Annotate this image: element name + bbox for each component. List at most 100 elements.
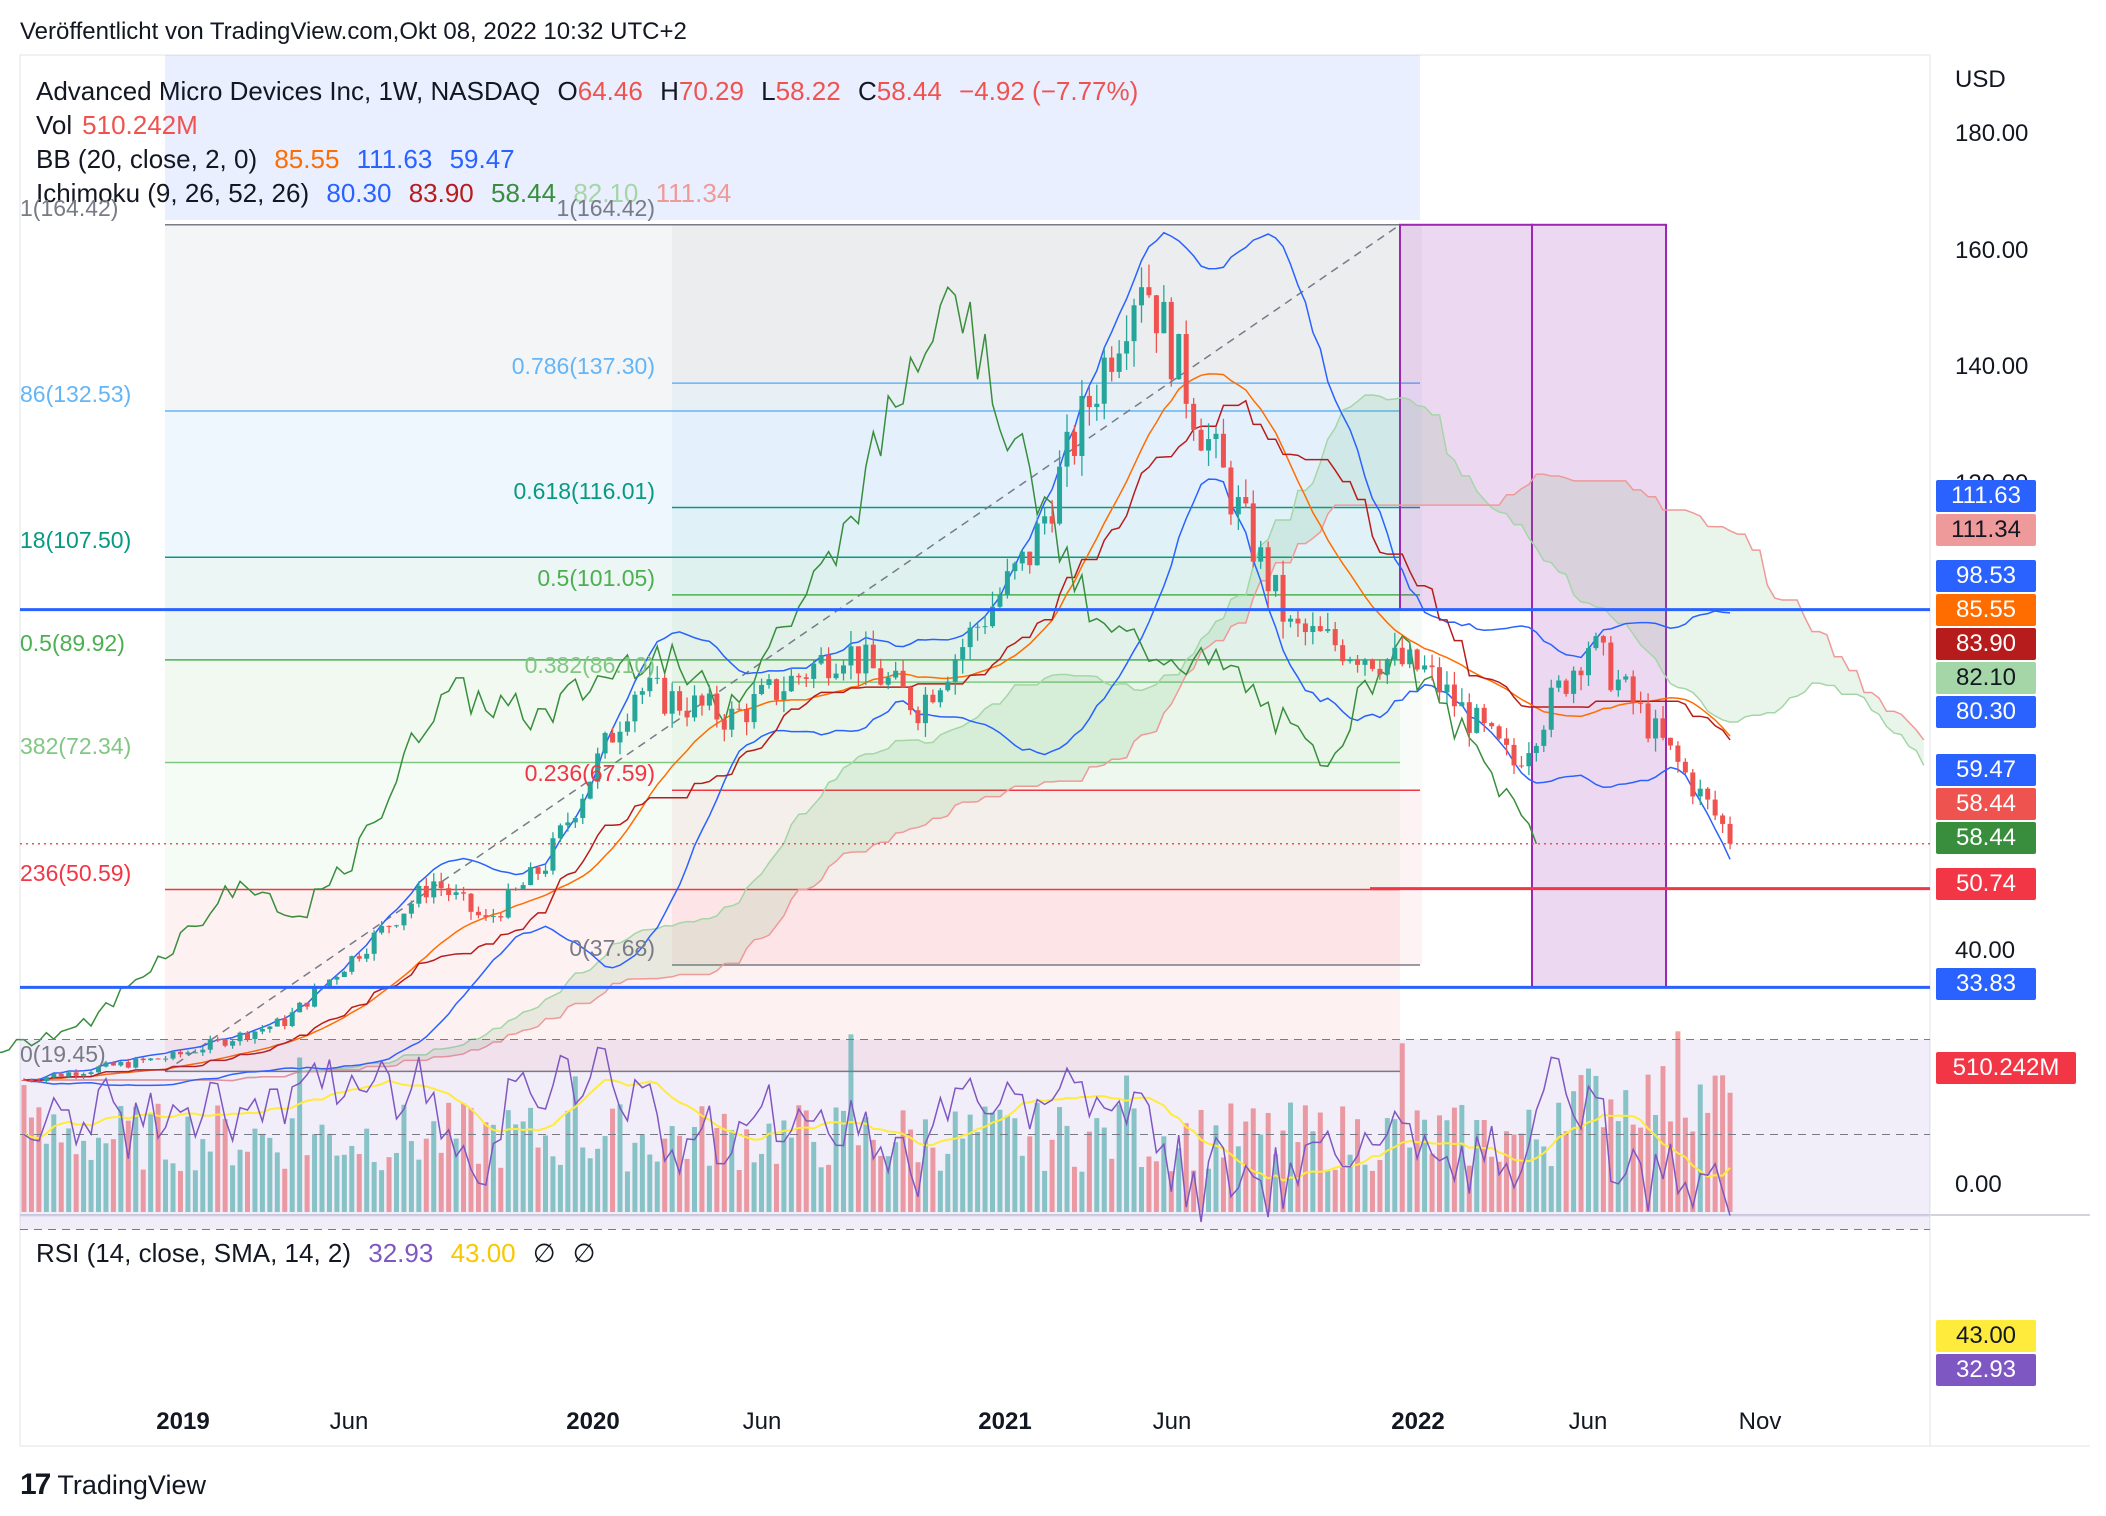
fib-trend-line	[164, 224, 1401, 1073]
candle-body	[788, 675, 794, 692]
fib-right-label: 1(164.42)	[556, 194, 655, 221]
candle-body	[1004, 571, 1010, 595]
legend-ichimoku-row[interactable]: Ichimoku (9, 26, 52, 26) 80.30 83.90 58.…	[36, 178, 741, 209]
volume-bar	[639, 1134, 645, 1212]
volume-bar	[528, 1107, 534, 1212]
candle-body	[937, 690, 943, 703]
candle-body	[1034, 523, 1040, 566]
legend-rsi-row[interactable]: RSI (14, close, SMA, 14, 2) 32.93 43.00 …	[36, 1238, 605, 1269]
candle-body	[110, 1062, 116, 1066]
volume-bar	[952, 1111, 958, 1212]
candle-body	[1407, 649, 1413, 665]
volume-bar	[632, 1142, 638, 1212]
candle-body	[1213, 433, 1219, 440]
candle-body	[1168, 301, 1174, 380]
volume-bar	[96, 1137, 101, 1212]
volume-bar	[818, 1167, 824, 1212]
fib-left-label: 86(132.53)	[20, 381, 132, 408]
candle-body	[803, 677, 809, 679]
candle-body	[1079, 395, 1085, 456]
candle-body	[1459, 702, 1465, 707]
fib-right-band-5	[672, 790, 1422, 965]
candle-body	[453, 892, 459, 895]
bb-basis: 85.55	[274, 144, 340, 174]
change-value: −4.92 (−7.77%)	[959, 76, 1139, 106]
candle-body	[326, 979, 332, 987]
candle-body	[1645, 703, 1651, 739]
candle-body	[617, 731, 623, 743]
candle-body	[1392, 647, 1398, 660]
candle-body	[36, 1080, 42, 1082]
candle-body	[1288, 618, 1293, 622]
candle-body	[468, 893, 474, 912]
low-label: L58.22	[761, 76, 841, 106]
volume-bar	[326, 1133, 332, 1212]
volume-bar	[662, 1138, 668, 1212]
volume-bar	[982, 1106, 988, 1212]
volume-bar	[1444, 1120, 1450, 1212]
volume-bar	[118, 1105, 124, 1212]
candle-body	[818, 654, 824, 664]
volume-bar	[617, 1104, 623, 1212]
volume-bar	[796, 1105, 802, 1212]
price-tick-label: 140.00	[1955, 353, 2029, 381]
time-tick-label: 2020	[566, 1408, 620, 1435]
candle-body	[498, 916, 504, 918]
candle-body	[349, 956, 355, 972]
candle-body	[1250, 503, 1256, 562]
volume-bar	[602, 1136, 608, 1212]
tradingview-brand[interactable]: 17 TradingView	[20, 1468, 206, 1502]
symbol-name: Advanced Micro Devices Inc, 1W, NASDAQ	[36, 76, 541, 106]
bb-lower: 59.47	[449, 144, 515, 174]
candle-body	[1667, 737, 1673, 746]
volume-bar	[1667, 1121, 1673, 1212]
candle-body	[416, 885, 422, 904]
price-axis-tag: 32.93	[1936, 1354, 2036, 1386]
candle-body	[1153, 295, 1159, 334]
volume-bar	[36, 1107, 42, 1212]
volume-bar	[1004, 1115, 1010, 1212]
candle-body	[1302, 623, 1308, 633]
volume-bar	[394, 1152, 399, 1212]
high-label: H70.29	[660, 76, 744, 106]
volume-bar	[1228, 1103, 1234, 1212]
price-axis-tag: 33.83	[1936, 968, 2036, 1000]
volume-bar	[1317, 1112, 1323, 1212]
volume-bar	[140, 1169, 146, 1212]
volume-bar	[1012, 1118, 1018, 1212]
candle-body	[855, 646, 861, 674]
close-label: C58.44	[857, 76, 942, 106]
legend-bb-row[interactable]: BB (20, close, 2, 0) 85.55 111.63 59.47	[36, 144, 525, 175]
volume-bar	[1384, 1118, 1390, 1212]
volume-bar	[1027, 1136, 1033, 1212]
candle-body	[781, 691, 787, 700]
volume-bar	[1332, 1169, 1338, 1212]
candle-body	[967, 627, 973, 648]
volume-bar	[73, 1154, 79, 1212]
candle-body	[356, 956, 362, 959]
ichimoku-conversion: 80.30	[326, 178, 392, 208]
volume-bar	[446, 1102, 452, 1212]
candle-body	[1183, 334, 1189, 404]
volume-bar	[1586, 1068, 1591, 1212]
volume-bar	[1206, 1168, 1212, 1212]
volume-bar	[870, 1139, 876, 1212]
candle-body	[334, 977, 340, 980]
volume-bar	[1139, 1167, 1144, 1212]
candle-body	[1019, 551, 1025, 564]
candle-body	[1377, 668, 1383, 675]
volume-bar	[416, 1159, 422, 1212]
volume-bar	[930, 1147, 936, 1212]
candle-body	[826, 654, 832, 679]
volume-bar	[200, 1139, 206, 1212]
candle-body	[88, 1072, 94, 1075]
volume-bar	[364, 1128, 370, 1212]
candle-body	[1518, 765, 1524, 767]
candle-body	[386, 925, 392, 927]
candle-body	[922, 694, 928, 724]
candle-body	[1280, 574, 1286, 622]
volume-bar	[788, 1137, 794, 1212]
candle-body	[483, 915, 489, 917]
volume-bar	[1153, 1161, 1159, 1212]
